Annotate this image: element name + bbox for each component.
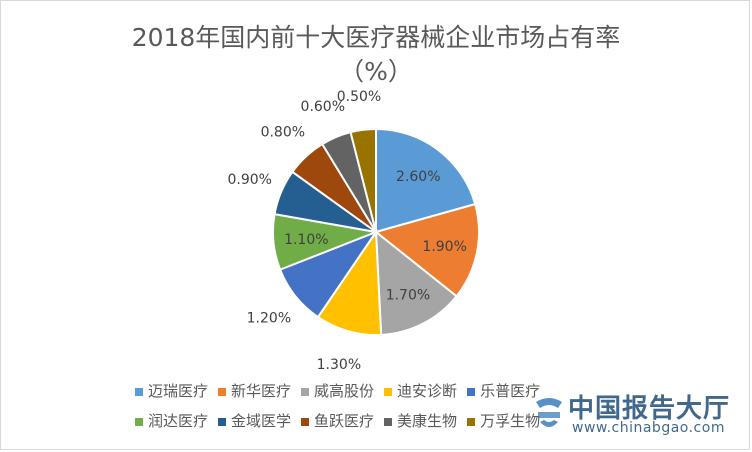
data-label-3: 1.70% [386, 287, 430, 303]
data-label-4: 1.30% [317, 357, 361, 373]
legend-label: 威高股份 [314, 382, 375, 400]
legend-label: 万孚生物 [480, 412, 541, 430]
data-label-7: 0.90% [228, 172, 272, 188]
watermark-text: 中国报告大厅 [568, 394, 731, 424]
legend-item-3: 威高股份 [301, 380, 374, 401]
legend-swatch [301, 417, 310, 426]
legend-label: 金域医学 [231, 412, 292, 430]
legend-swatch [384, 387, 393, 396]
legend-swatch [467, 387, 476, 396]
pie-slice-2 [373, 202, 480, 298]
legend-item-7: 金域医学 [218, 410, 291, 431]
legend-item-4: 迪安诊断 [384, 380, 457, 401]
legend-item-10: 万孚生物 [467, 410, 540, 431]
chart-title: 2018年国内前十大医疗器械企业市场占有率 [131, 23, 621, 52]
legend-label: 迪安诊断 [397, 382, 458, 400]
legend-item-6: 润达医疗 [135, 410, 208, 431]
legend-label: 润达医疗 [148, 412, 209, 430]
legend-label: 美康生物 [397, 412, 458, 430]
watermark: 中国报告大厅 www.chinabgao.com [528, 388, 743, 444]
watermark-url: www.chinabgao.com [572, 420, 725, 436]
chart-title-unit: （%） [339, 57, 413, 86]
legend-swatch [218, 387, 227, 396]
legend-item-5: 乐普医疗 [467, 380, 540, 401]
data-label-10: 0.50% [337, 89, 381, 105]
legend-swatch [218, 417, 227, 426]
data-label-2: 1.90% [422, 239, 466, 255]
legend-item-2: 新华医疗 [218, 380, 291, 401]
data-label-6: 1.10% [284, 232, 328, 248]
pie-slice-1 [375, 127, 477, 234]
legend-label: 新华医疗 [231, 382, 292, 400]
data-label-9: 0.60% [301, 99, 345, 115]
data-label-1: 2.60% [396, 169, 440, 185]
legend-swatch [467, 417, 476, 426]
legend-item-8: 鱼跃医疗 [301, 410, 374, 431]
legend-item-9: 美康生物 [384, 410, 457, 431]
watermark-logo-icon [536, 398, 562, 427]
legend-label: 鱼跃医疗 [314, 412, 375, 430]
data-label-5: 1.20% [247, 310, 291, 326]
legend-swatch [384, 417, 393, 426]
legend-label: 乐普医疗 [480, 382, 541, 400]
legend-row-2: 润达医疗 金域医学 鱼跃医疗 美康生物 万孚生物 [135, 410, 735, 431]
legend-row-1: 迈瑞医疗 新华医疗 威高股份 迪安诊断 乐普医疗 [135, 380, 735, 401]
legend-label: 迈瑞医疗 [148, 382, 209, 400]
legend-swatch [135, 387, 143, 396]
pie-slice-3 [374, 229, 458, 336]
data-label-8: 0.80% [261, 125, 305, 141]
legend-item-1: 迈瑞医疗 [135, 380, 208, 401]
legend-swatch [135, 417, 143, 426]
legend-swatch [301, 387, 310, 396]
pie-slice-10 [349, 127, 377, 233]
